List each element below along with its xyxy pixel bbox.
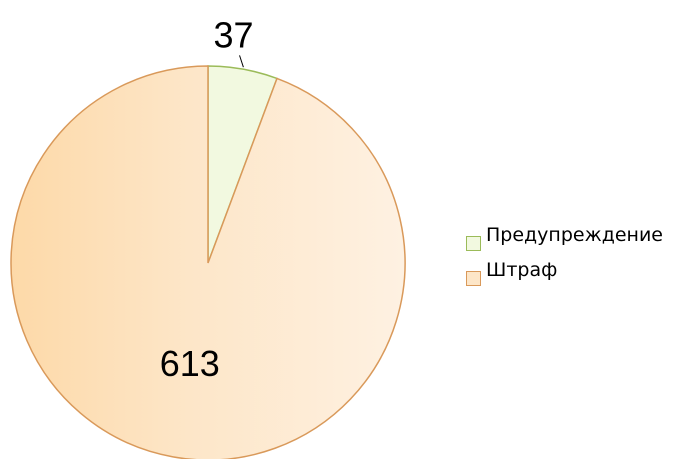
legend-label: Предупреждение [486,224,663,246]
pie-slice [10,65,406,459]
value-label: 613 [160,343,220,384]
legend-item: Штраф [466,257,688,286]
legend-swatch [466,236,481,251]
legend: Предупреждение Штраф [466,222,688,292]
legend-label: Штраф [486,259,558,281]
leader-line [239,55,244,68]
value-label: 37 [214,14,254,55]
legend-swatch [466,271,481,286]
legend-item: Предупреждение [466,222,688,251]
